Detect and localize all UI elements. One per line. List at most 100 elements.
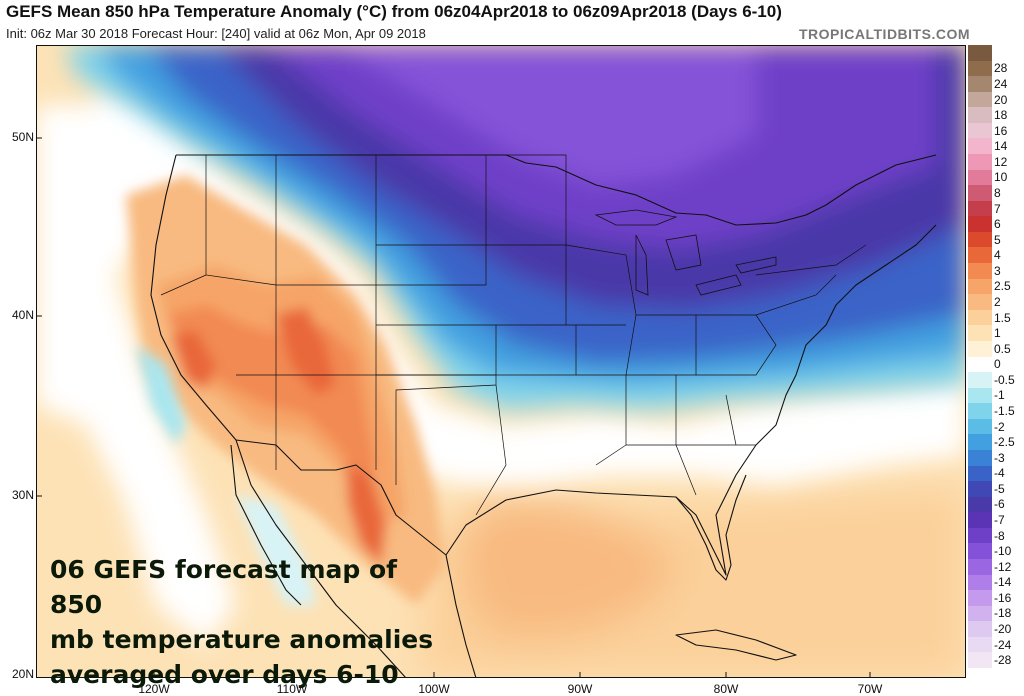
lon-label-120w: 120W [138,682,170,696]
legend-label: -18 [994,606,1012,621]
mexico-east-coast [445,554,477,678]
legend-swatch [968,154,992,171]
us-west-coast [150,154,237,441]
legend-swatch [968,465,992,482]
boundaries [150,154,937,678]
legend-swatch [968,418,992,435]
legend-label: 3 [994,263,1001,278]
anomaly-zero-band-west [36,105,236,645]
legend-label: -2.5 [994,435,1015,450]
cuba [675,629,797,661]
legend-label: 24 [994,76,1008,91]
legend-label: -8 [994,528,1005,543]
anomaly-map [36,45,966,678]
great-lakes [594,209,777,296]
us-canada-border [176,154,937,226]
legend-label: -16 [994,590,1012,605]
legend-label: -14 [994,575,1012,590]
legend-swatch [968,91,992,108]
legend-label: 8 [994,185,1001,200]
legend-swatch [968,185,992,202]
legend-swatch [968,496,992,513]
legend-label: 20 [994,92,1008,107]
east-coast [755,224,937,446]
legend-label: 12 [994,154,1008,169]
legend-swatch [968,231,992,248]
legend-swatch [968,76,992,93]
legend-label: -24 [994,637,1012,652]
legend-label: 6 [994,217,1001,232]
legend-label: -1 [994,388,1005,403]
lon-label-90w: 90W [567,682,593,696]
legend-label: 0.5 [994,341,1011,356]
legend-swatch [968,387,992,404]
legend-swatch [968,263,992,280]
legend-label: -3 [994,450,1005,465]
legend-swatch [968,122,992,139]
map-subtitle: Init: 06z Mar 30 2018 Forecast Hour: [24… [6,26,426,41]
legend-label: -28 [994,653,1012,668]
annotation-line-3: averaged over days 6-10 [50,660,399,689]
legend-swatch [968,574,992,591]
legend-label: -2 [994,419,1005,434]
legend-swatch [968,169,992,186]
florida [675,474,747,581]
legend-swatch [968,325,992,342]
legend-label: 1 [994,326,1001,341]
anomaly-cool-coast [136,345,186,445]
brand-watermark[interactable]: TROPICALTIDBITS.COM [798,26,970,42]
anomaly-warm-hot-3 [346,465,386,565]
annotation-line-2: mb temperature anomalies [50,625,434,654]
legend-swatch [968,200,992,217]
legend-swatch [968,403,992,420]
legend-swatch [968,294,992,311]
legend-label: 18 [994,108,1008,123]
legend-label: 5 [994,232,1001,247]
legend-label: 0 [994,357,1001,372]
legend-swatch [968,247,992,264]
legend-label: 4 [994,248,1001,263]
baja-peninsula [230,444,302,606]
legend-label: -12 [994,559,1012,574]
legend-label: -10 [994,544,1012,559]
legend-swatch [968,138,992,155]
lon-label-100w: 100W [418,682,450,696]
legend-swatch [968,481,992,498]
legend-swatch [968,372,992,389]
legend-label: -7 [994,513,1005,528]
legend-swatch [968,340,992,357]
legend-swatch [968,543,992,560]
anomaly-warm-hot-2 [276,307,336,395]
legend-swatch [968,636,992,653]
legend-label: 16 [994,123,1008,138]
legend-swatch [968,605,992,622]
color-legend: 28 24 20 18 16 14 12 10 8 7 6 5 4 3 2.5 2 1.5 1 0.5 0 -0.5 -1… [968,45,1024,669]
legend-label: 14 [994,139,1008,154]
us-mexico-border [235,439,447,556]
legend-swatch [968,278,992,295]
map-frame [36,45,966,678]
legend-swatch [968,652,992,669]
lat-label-30n: 30N [11,488,34,502]
legend-swatch [968,216,992,233]
legend-swatch [968,590,992,607]
legend-label: 2.5 [994,279,1011,294]
legend-label: -20 [994,622,1012,637]
lon-label-70w: 70W [857,682,883,696]
lat-label-50n: 50N [11,130,34,144]
legend-swatch [968,449,992,466]
legend-label: 7 [994,201,1001,216]
legend-label: -0.5 [994,372,1015,387]
legend-label: -5 [994,481,1005,496]
legend-swatch-cap [968,45,992,61]
anomaly-warm-gulf [462,498,676,638]
mexico-west-coast [235,439,407,678]
legend-label: -1.5 [994,404,1015,418]
legend-label: -6 [994,497,1005,512]
legend-swatch [968,107,992,124]
state-lines [160,154,867,516]
map-title: GEFS Mean 850 hPa Temperature Anomaly (°… [6,2,782,21]
anomaly-warm-hot-1 [171,330,216,390]
lat-label-20n: 20N [11,667,34,681]
lat-label-40n: 40N [11,308,34,322]
